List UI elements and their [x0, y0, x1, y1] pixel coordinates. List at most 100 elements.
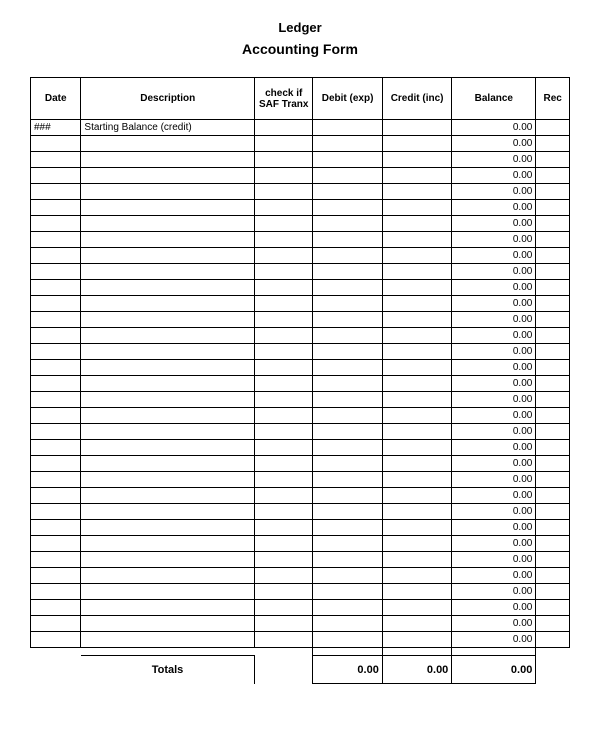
cell-credit — [382, 184, 451, 200]
table-row: 0.00 — [31, 568, 570, 584]
cell-check — [255, 120, 313, 136]
cell-rec — [536, 472, 570, 488]
cell-date — [31, 472, 81, 488]
cell-rec — [536, 552, 570, 568]
cell-credit — [382, 248, 451, 264]
table-row: 0.00 — [31, 392, 570, 408]
cell-credit — [382, 376, 451, 392]
cell-date — [31, 296, 81, 312]
table-row: 0.00 — [31, 248, 570, 264]
cell-debit — [313, 120, 382, 136]
cell-rec — [536, 120, 570, 136]
cell-debit — [313, 392, 382, 408]
cell-check — [255, 520, 313, 536]
cell-credit — [382, 536, 451, 552]
cell-balance: 0.00 — [452, 232, 536, 248]
cell-balance: 0.00 — [452, 440, 536, 456]
cell-debit — [313, 440, 382, 456]
cell-description: Starting Balance (credit) — [81, 120, 255, 136]
cell-rec — [536, 360, 570, 376]
cell-balance: 0.00 — [452, 456, 536, 472]
cell-credit — [382, 456, 451, 472]
cell-debit — [313, 376, 382, 392]
cell-debit — [313, 632, 382, 648]
cell-check — [255, 312, 313, 328]
cell-description — [81, 264, 255, 280]
cell-rec — [536, 232, 570, 248]
cell-debit — [313, 136, 382, 152]
cell-check — [255, 440, 313, 456]
cell-credit — [382, 296, 451, 312]
cell-description — [81, 152, 255, 168]
cell-description — [81, 344, 255, 360]
cell-date — [31, 408, 81, 424]
table-row: 0.00 — [31, 184, 570, 200]
table-header: Date Description check if SAF Tranx Debi… — [31, 78, 570, 120]
cell-rec — [536, 200, 570, 216]
cell-rec — [536, 600, 570, 616]
cell-description — [81, 536, 255, 552]
cell-balance: 0.00 — [452, 152, 536, 168]
cell-balance: 0.00 — [452, 296, 536, 312]
cell-description — [81, 312, 255, 328]
cell-date — [31, 536, 81, 552]
cell-balance: 0.00 — [452, 600, 536, 616]
cell-check — [255, 216, 313, 232]
cell-balance: 0.00 — [452, 184, 536, 200]
ledger-table: Date Description check if SAF Tranx Debi… — [30, 77, 570, 684]
cell-balance: 0.00 — [452, 504, 536, 520]
cell-date — [31, 600, 81, 616]
cell-date — [31, 200, 81, 216]
cell-check — [255, 536, 313, 552]
cell-date — [31, 568, 81, 584]
cell-debit — [313, 424, 382, 440]
cell-check — [255, 552, 313, 568]
cell-credit — [382, 344, 451, 360]
cell-check — [255, 248, 313, 264]
cell-credit — [382, 552, 451, 568]
table-row: 0.00 — [31, 408, 570, 424]
cell-debit — [313, 472, 382, 488]
table-row: 0.00 — [31, 280, 570, 296]
cell-credit — [382, 424, 451, 440]
cell-description — [81, 424, 255, 440]
cell-description — [81, 632, 255, 648]
cell-credit — [382, 440, 451, 456]
cell-rec — [536, 312, 570, 328]
cell-description — [81, 216, 255, 232]
cell-credit — [382, 568, 451, 584]
cell-date — [31, 232, 81, 248]
cell-date — [31, 280, 81, 296]
header-titles: Ledger Accounting Form — [30, 20, 570, 57]
cell-date — [31, 168, 81, 184]
table-row: 0.00 — [31, 360, 570, 376]
cell-debit — [313, 456, 382, 472]
cell-balance: 0.00 — [452, 472, 536, 488]
gap-row — [31, 648, 570, 656]
cell-balance: 0.00 — [452, 536, 536, 552]
cell-date — [31, 152, 81, 168]
cell-check — [255, 344, 313, 360]
cell-credit — [382, 584, 451, 600]
cell-description — [81, 440, 255, 456]
table-row: 0.00 — [31, 216, 570, 232]
cell-debit — [313, 328, 382, 344]
cell-check — [255, 584, 313, 600]
cell-date — [31, 264, 81, 280]
cell-check — [255, 504, 313, 520]
cell-check — [255, 200, 313, 216]
totals-debit: 0.00 — [313, 656, 382, 684]
col-header-date: Date — [31, 78, 81, 120]
cell-balance: 0.00 — [452, 376, 536, 392]
cell-check — [255, 328, 313, 344]
cell-credit — [382, 200, 451, 216]
cell-description — [81, 376, 255, 392]
table-row: 0.00 — [31, 152, 570, 168]
cell-rec — [536, 328, 570, 344]
cell-balance: 0.00 — [452, 520, 536, 536]
cell-balance: 0.00 — [452, 120, 536, 136]
table-row: 0.00 — [31, 296, 570, 312]
cell-description — [81, 456, 255, 472]
page-title: Ledger — [30, 20, 570, 35]
totals-balance: 0.00 — [452, 656, 536, 684]
